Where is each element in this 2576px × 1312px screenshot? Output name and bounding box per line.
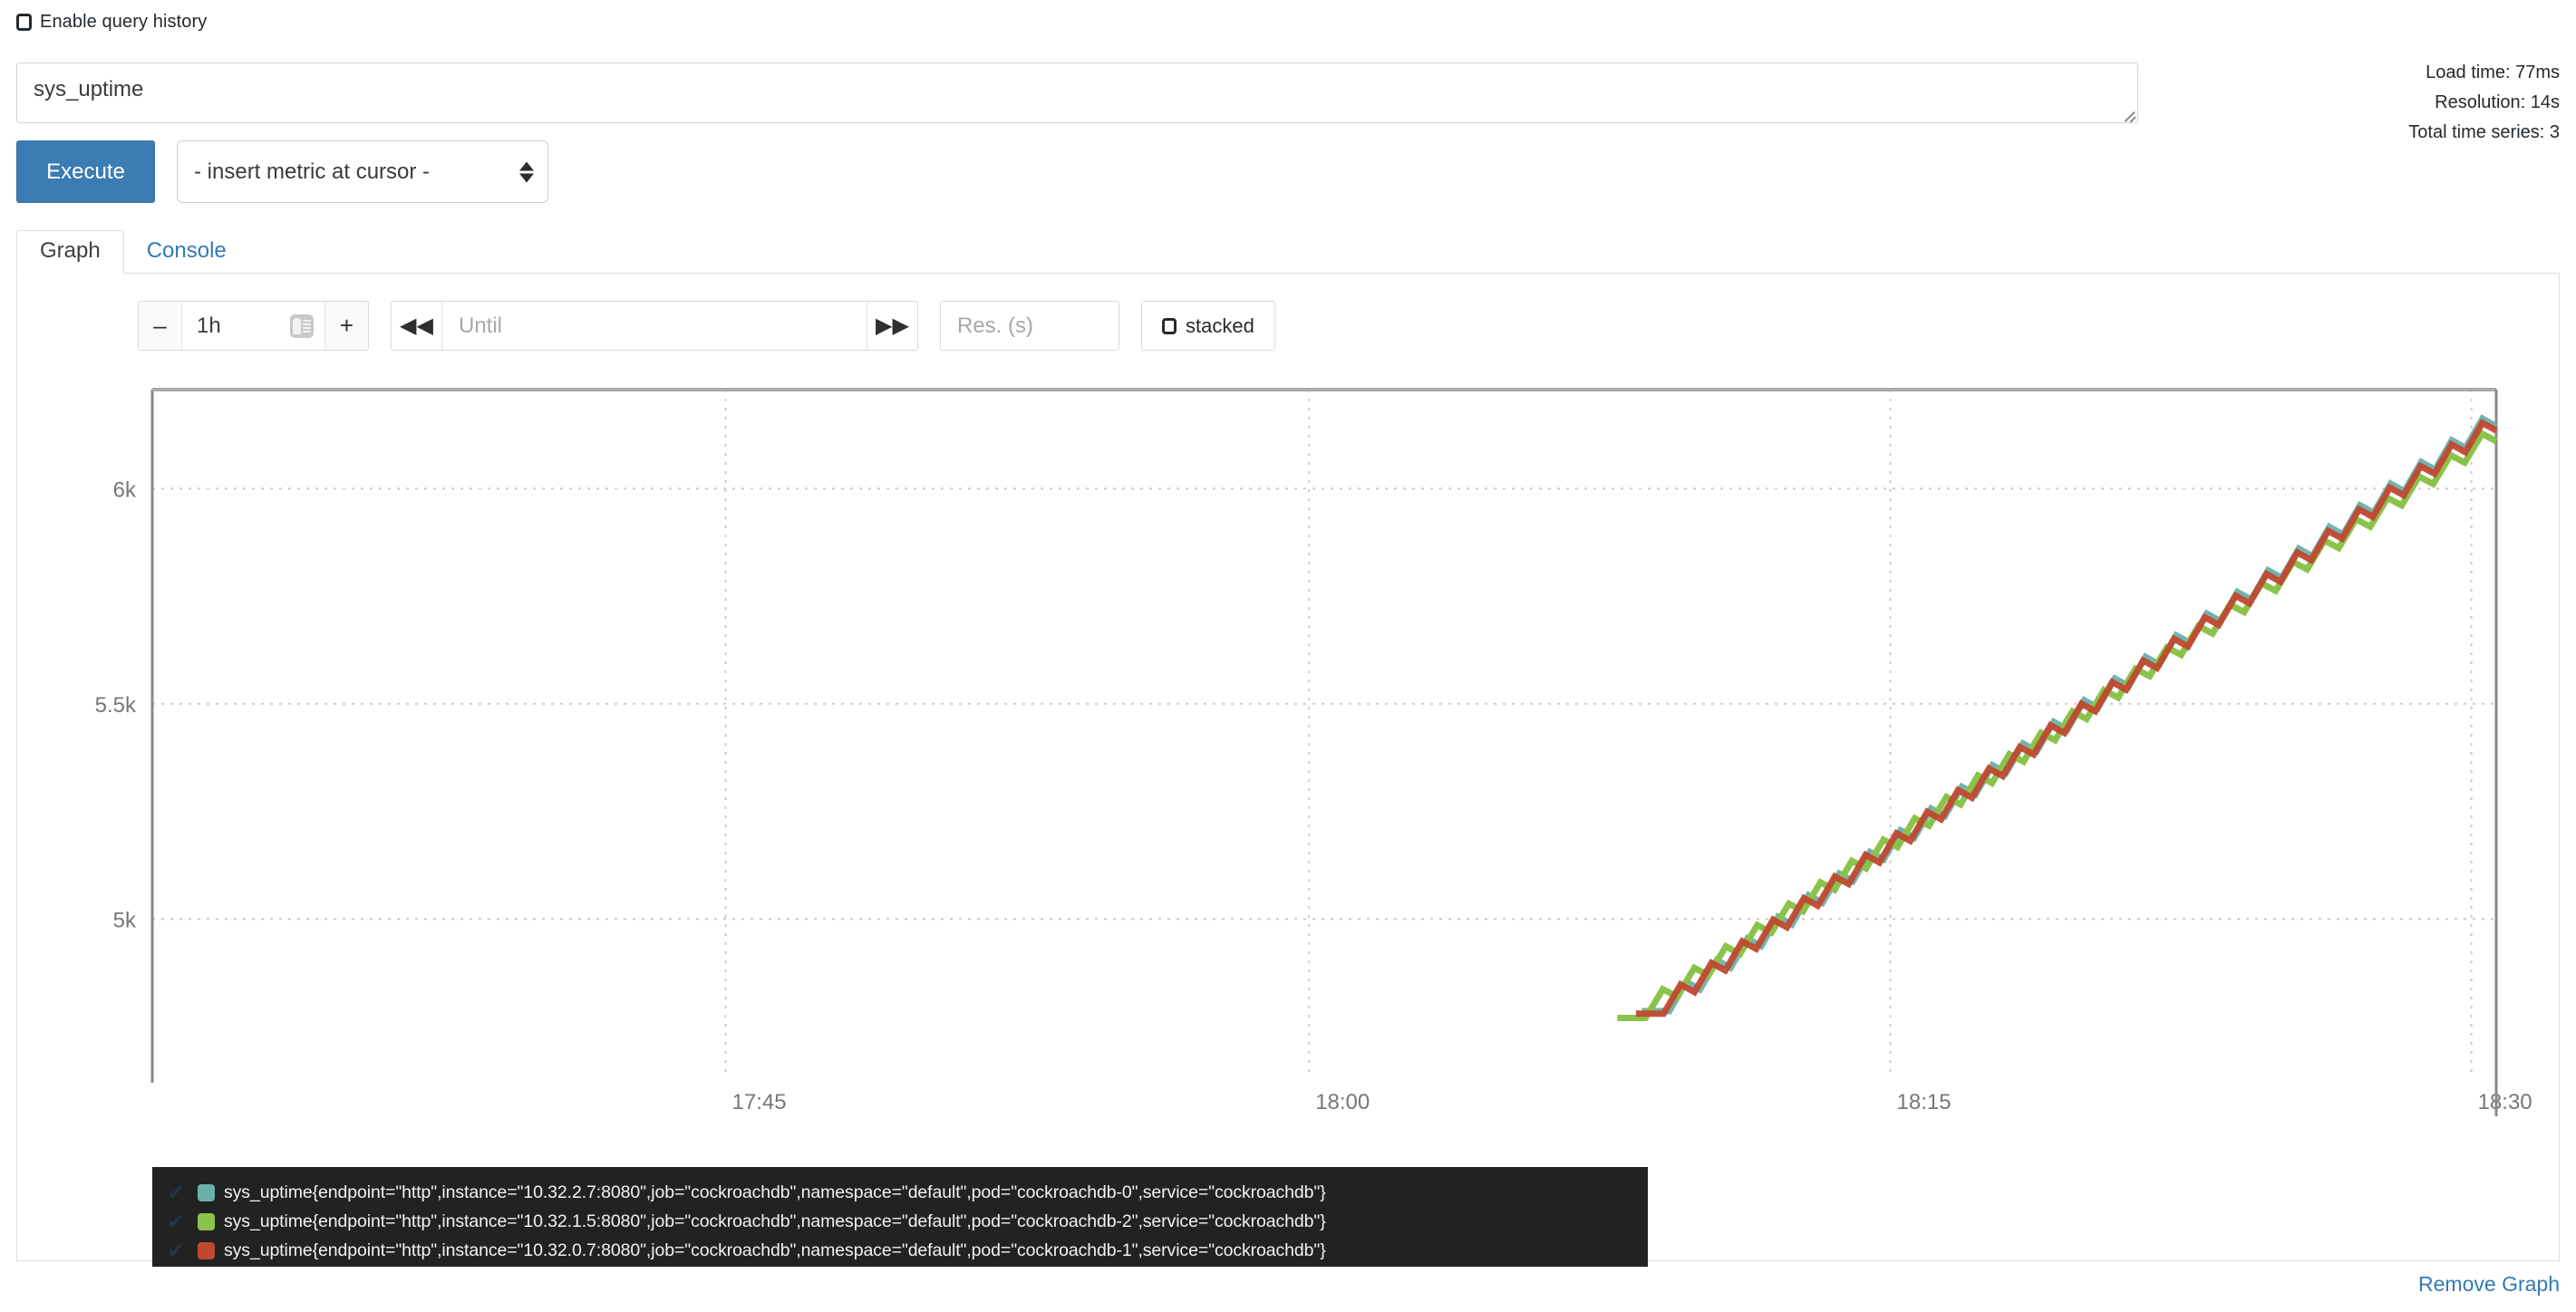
- load-time: Load time: 77ms: [2426, 63, 2560, 82]
- expression-input-wrapper: [16, 63, 2138, 123]
- range-input-group: – +: [138, 301, 369, 351]
- calendar-icon[interactable]: [290, 314, 314, 338]
- legend-color-swatch: [198, 1183, 215, 1201]
- x-axis-tick-label: 18:30: [2478, 1090, 2532, 1114]
- double-chevron-right-icon[interactable]: ▶▶: [867, 302, 917, 350]
- graph-controls-toolbar: – + ◀◀ ▶▶ stacked: [138, 301, 1275, 351]
- legend-color-swatch: [198, 1241, 215, 1259]
- checkmark-icon[interactable]: ✔: [167, 1180, 185, 1204]
- y-axis-tick-label: 5.5k: [95, 693, 137, 718]
- execute-row: Execute - insert metric at cursor -: [16, 140, 548, 203]
- insert-metric-select[interactable]: - insert metric at cursor -: [177, 140, 548, 203]
- checkmark-icon[interactable]: ✔: [167, 1209, 185, 1233]
- y-axis-tick-label: 5k: [113, 908, 137, 932]
- double-chevron-left-icon[interactable]: ◀◀: [392, 302, 442, 350]
- metric-select-wrapper: - insert metric at cursor -: [177, 140, 548, 203]
- legend-series-label: sys_uptime{endpoint="http",instance="10.…: [224, 1182, 1326, 1202]
- endtime-input-group: ◀◀ ▶▶: [391, 301, 918, 351]
- checkbox-unchecked-icon[interactable]: [16, 14, 32, 31]
- total-time-series: Total time series: 3: [2408, 122, 2560, 142]
- tab-graph[interactable]: Graph: [16, 230, 124, 274]
- graph-panel: – + ◀◀ ▶▶ stacked: [16, 274, 2561, 1267]
- legend-item[interactable]: ✔ sys_uptime{endpoint="http",instance="10…: [152, 1207, 1648, 1236]
- legend-item[interactable]: ✔ sys_uptime{endpoint="http",instance="10…: [152, 1236, 1648, 1265]
- legend-color-swatch: [198, 1212, 215, 1230]
- resolution-input[interactable]: [941, 302, 1119, 350]
- expression-input[interactable]: [16, 63, 2138, 123]
- checkmark-icon[interactable]: ✔: [167, 1238, 185, 1262]
- legend-series-label: sys_uptime{endpoint="http",instance="10.…: [224, 1211, 1326, 1231]
- x-axis-tick-label: 18:15: [1897, 1090, 1951, 1114]
- range-decrease-button[interactable]: –: [139, 302, 182, 350]
- y-axis-tick-label: 6k: [113, 478, 137, 502]
- resolution-input-wrapper: [941, 302, 1119, 350]
- x-axis-tick-label: 17:45: [732, 1090, 787, 1114]
- endtime-input-wrapper: [442, 302, 867, 350]
- stacked-toggle[interactable]: stacked: [1141, 301, 1275, 351]
- panel-tabs: Graph Console: [16, 223, 2560, 274]
- resolution-info: Resolution: 14s: [2435, 92, 2560, 112]
- query-stats: Load time: 77ms Resolution: 14s Total ti…: [2408, 58, 2560, 148]
- tab-console[interactable]: Console: [146, 238, 227, 263]
- series-line: [1635, 419, 2498, 1018]
- endtime-input[interactable]: [442, 302, 867, 350]
- x-axis-tick-label: 18:00: [1315, 1090, 1370, 1114]
- chart-legend: ✔ sys_uptime{endpoint="http",instance="10…: [152, 1167, 1648, 1267]
- range-input-wrapper: [182, 302, 324, 350]
- legend-item[interactable]: ✔ sys_uptime{endpoint="http",instance="10…: [152, 1178, 1648, 1207]
- resolution-input-group: [940, 301, 1119, 351]
- range-increase-button[interactable]: +: [324, 302, 368, 350]
- stacked-label: stacked: [1186, 314, 1254, 337]
- remove-graph-link[interactable]: Remove Graph: [2418, 1272, 2560, 1296]
- uptime-line-chart[interactable]: 5k 5.5k 6k 17:45 18:00 18:15 18:30: [17, 388, 2561, 1131]
- checkbox-unchecked-icon[interactable]: [1162, 317, 1177, 334]
- execute-button[interactable]: Execute: [16, 140, 155, 203]
- query-history-label: Enable query history: [40, 12, 208, 32]
- chart-area[interactable]: 5k 5.5k 6k 17:45 18:00 18:15 18:30: [17, 388, 2561, 1131]
- legend-series-label: sys_uptime{endpoint="http",instance="10.…: [224, 1240, 1326, 1260]
- query-history-toggle[interactable]: Enable query history: [16, 12, 207, 33]
